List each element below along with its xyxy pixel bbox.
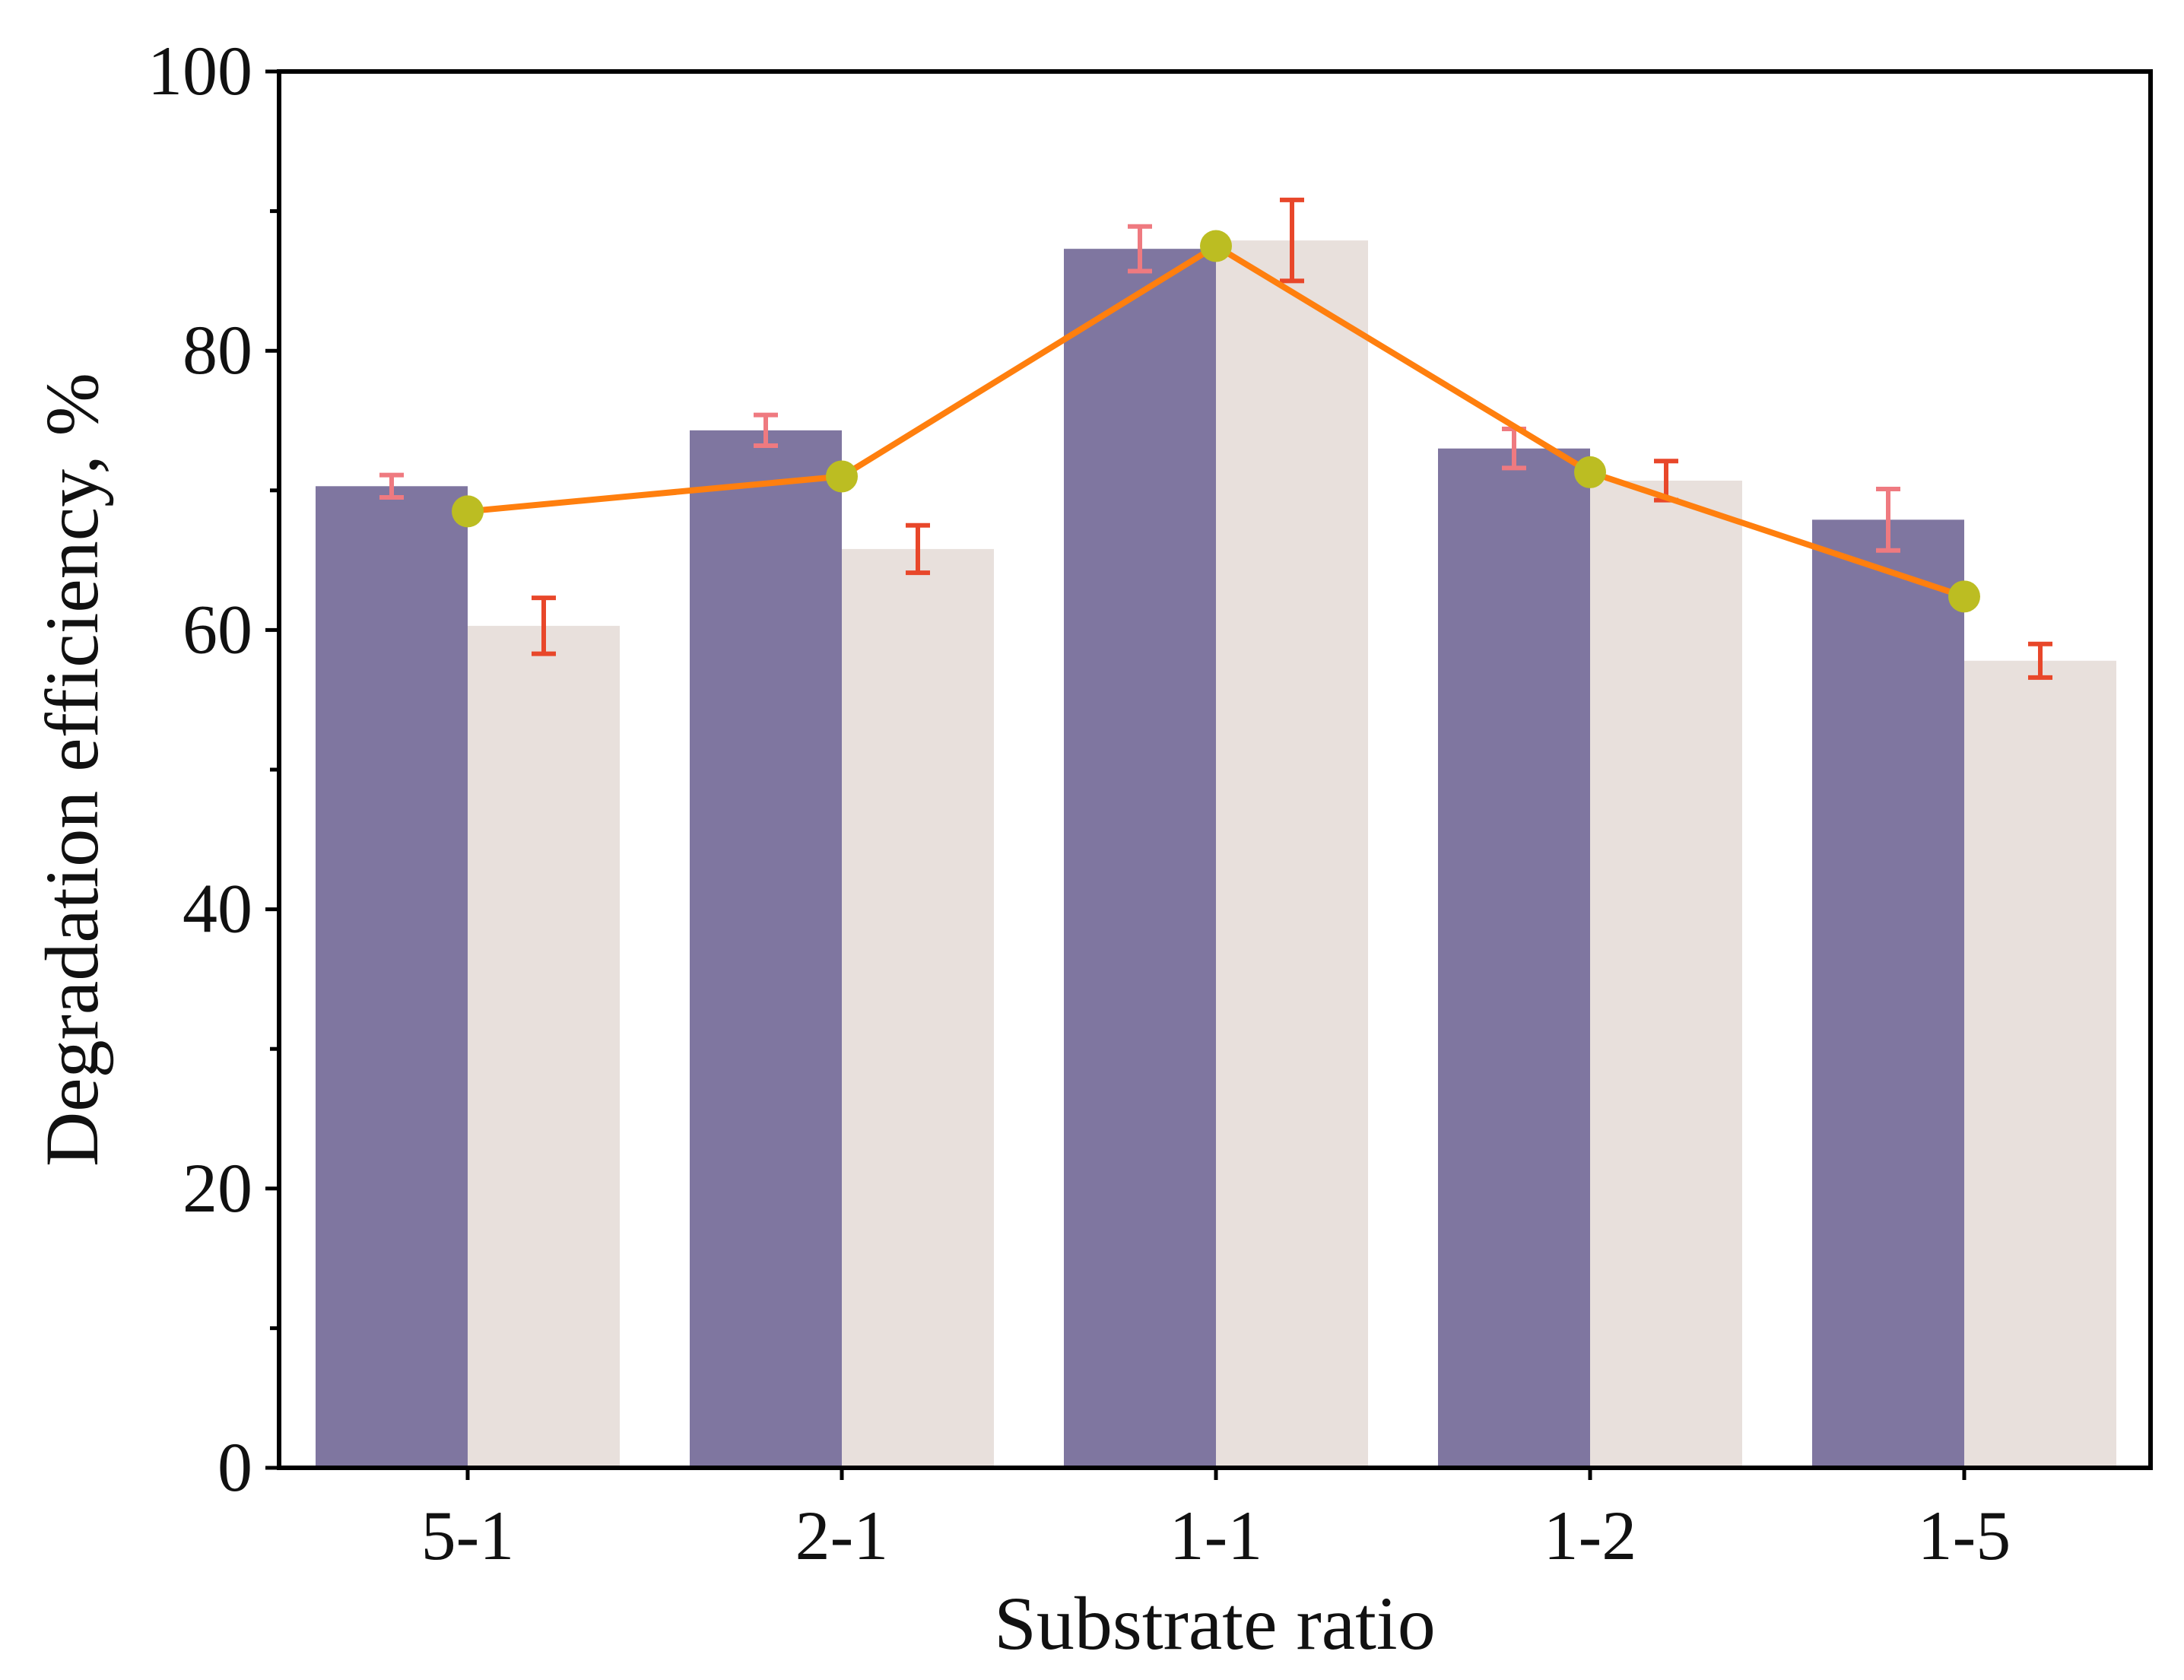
bar-series-1-1-5 [1812, 519, 1964, 1469]
y-axis-title: Degradation efficiency, % [30, 373, 114, 1167]
x-tick-label-1-2: 1-2 [1544, 1497, 1637, 1574]
x-tick-label-2-1: 2-1 [795, 1497, 889, 1574]
y-tick-label: 80 [183, 311, 252, 389]
bar-series-2-2-1 [842, 548, 994, 1468]
bar-series-1-5-1 [316, 486, 468, 1468]
point-series-3-1-5 [1948, 580, 1980, 613]
line-layer [452, 230, 1980, 613]
y-tick-label: 40 [183, 870, 252, 948]
point-series-3-1-1 [1200, 230, 1232, 262]
bar-series-1-2-1 [690, 430, 842, 1468]
x-tick-label-1-1: 1-1 [1170, 1497, 1263, 1574]
point-series-3-2-1 [826, 460, 858, 493]
error-bars-layer [379, 197, 2052, 680]
y-tick-label: 20 [183, 1149, 252, 1227]
point-series-3-1-2 [1574, 456, 1606, 488]
x-tick-label-5-1: 5-1 [421, 1497, 515, 1574]
bar-series-2-1-2 [1590, 480, 1742, 1468]
bar-series-1-1-1 [1064, 249, 1216, 1468]
y-tick-label: 0 [217, 1428, 252, 1506]
bar-series-2-1-5 [1964, 660, 2116, 1468]
point-series-3-5-1 [452, 495, 484, 528]
bar-series-2-5-1 [468, 625, 620, 1468]
y-tick-label: 100 [148, 32, 252, 110]
ticks-layer: 0 20 40 60 80 100 5-1 2-1 1-1 1-2 1-5 [148, 32, 2011, 1574]
x-axis-title: Substrate ratio [994, 1581, 1435, 1666]
bar-series-2-1-1 [1216, 240, 1368, 1468]
bars-layer [316, 240, 2116, 1469]
y-tick-label: 60 [183, 590, 252, 668]
x-tick-label-1-5: 1-5 [1918, 1497, 2011, 1574]
bar-series-1-1-2 [1438, 448, 1590, 1468]
